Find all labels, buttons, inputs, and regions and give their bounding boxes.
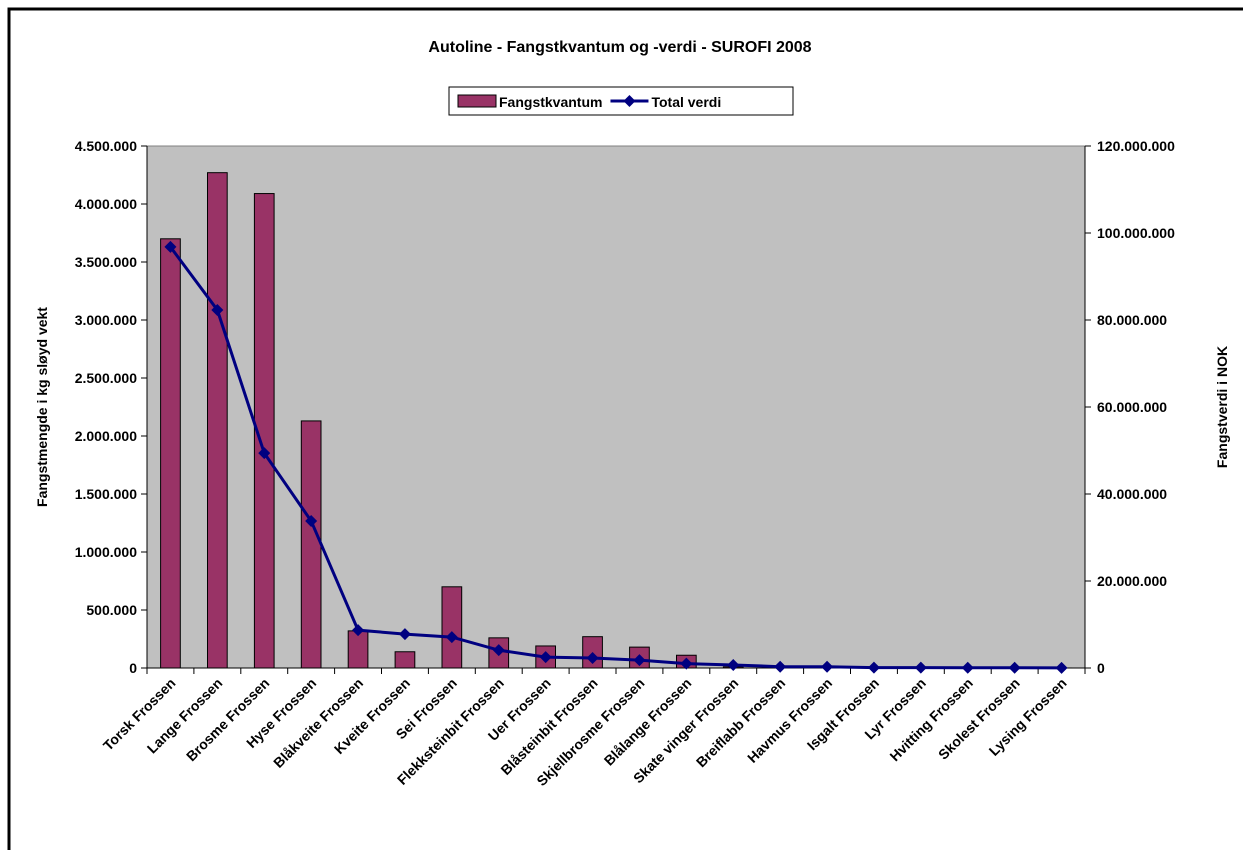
y-axis-title: Fangstmengde i kg sløyd vekt bbox=[34, 307, 50, 507]
legend-box bbox=[448, 86, 794, 116]
y-tick-label: 4.000.000 bbox=[75, 196, 137, 212]
bar bbox=[207, 172, 228, 669]
plot-area bbox=[146, 145, 1086, 669]
legend-label: Total verdi bbox=[651, 94, 721, 110]
bar bbox=[394, 651, 416, 669]
line-marker bbox=[1008, 661, 1021, 674]
line-marker bbox=[445, 631, 458, 644]
line-marker bbox=[633, 654, 646, 667]
line-marker bbox=[774, 660, 787, 673]
bar bbox=[300, 420, 322, 669]
y-tick-label: 3.500.000 bbox=[75, 254, 137, 270]
line-marker bbox=[914, 661, 927, 674]
line-marker bbox=[539, 651, 552, 664]
y2-tick-label: 100.000.000 bbox=[1097, 225, 1175, 241]
chart-title: Autoline - Fangstkvantum og -verdi - SUR… bbox=[428, 39, 811, 56]
line-marker bbox=[211, 303, 224, 316]
y2-tick-label: 120.000.000 bbox=[1097, 138, 1175, 154]
bar bbox=[347, 630, 369, 669]
line-marker bbox=[821, 660, 834, 673]
y-tick-label: 2.500.000 bbox=[75, 370, 137, 386]
line-marker bbox=[492, 644, 505, 657]
line-marker bbox=[961, 661, 974, 674]
legend: Fangstkvantum Total verdi bbox=[448, 86, 794, 116]
y-tick-label: 0 bbox=[129, 660, 137, 676]
y-tick-label: 500.000 bbox=[86, 602, 137, 618]
line-marker bbox=[867, 661, 880, 674]
line-marker bbox=[352, 624, 365, 637]
line-marker bbox=[305, 514, 318, 527]
y2-tick-label: 40.000.000 bbox=[1097, 486, 1167, 502]
line-marker bbox=[258, 447, 271, 460]
legend-swatch bbox=[457, 94, 497, 108]
bar bbox=[253, 193, 275, 669]
bar bbox=[441, 586, 463, 669]
line bbox=[169, 246, 1062, 670]
line-marker bbox=[727, 658, 740, 671]
y2-axis-title: Fangstverdi i NOK bbox=[1214, 346, 1230, 468]
bar bbox=[160, 238, 181, 669]
y2-tick-label: 0 bbox=[1097, 660, 1105, 676]
line-marker bbox=[1055, 661, 1068, 674]
line-marker bbox=[586, 651, 599, 664]
line-marker bbox=[164, 240, 177, 253]
y-tick-label: 2.000.000 bbox=[75, 428, 137, 444]
y2-tick-label: 20.000.000 bbox=[1097, 573, 1167, 589]
y-tick-label: 1.000.000 bbox=[75, 544, 137, 560]
y2-tick-label: 80.000.000 bbox=[1097, 312, 1167, 328]
line-marker bbox=[680, 657, 693, 670]
line-marker bbox=[398, 628, 411, 641]
y-tick-label: 3.000.000 bbox=[75, 312, 137, 328]
y-tick-label: 1.500.000 bbox=[75, 486, 137, 502]
legend-label: Fangstkvantum bbox=[499, 94, 602, 110]
y-tick-label: 4.500.000 bbox=[75, 138, 137, 154]
legend-swatch-marker bbox=[623, 95, 636, 107]
y2-tick-label: 60.000.000 bbox=[1097, 399, 1167, 415]
